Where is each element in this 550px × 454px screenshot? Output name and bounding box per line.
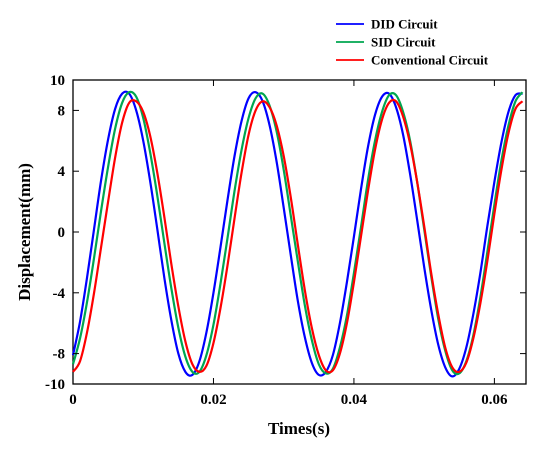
legend-entry: DID Circuit bbox=[371, 17, 438, 32]
x-axis-title: Times(s) bbox=[268, 419, 330, 438]
legend-entry: Conventional Circuit bbox=[371, 53, 489, 68]
y-tick-label: -4 bbox=[53, 286, 66, 302]
series-line bbox=[72, 98, 524, 374]
y-tick-label: -10 bbox=[45, 377, 65, 393]
y-tick-label: 8 bbox=[58, 103, 66, 119]
x-tick-label: 0.02 bbox=[200, 392, 226, 408]
y-tick-label: 0 bbox=[58, 225, 66, 241]
y-tick-label: 4 bbox=[58, 164, 66, 180]
y-tick-label: -8 bbox=[53, 347, 66, 363]
ticks-layer: 0 0.02 0.04 0.06 -10 -8 -4 0 4 8 10 bbox=[45, 73, 526, 408]
series-line bbox=[71, 90, 523, 378]
x-tick-label: 0.04 bbox=[341, 392, 368, 408]
x-tick-label: 0 bbox=[69, 392, 77, 408]
x-tick-label: 0.06 bbox=[481, 392, 508, 408]
legend-entry: SID Circuit bbox=[371, 35, 436, 50]
y-tick-label: 10 bbox=[50, 73, 65, 89]
y-axis-title: Displacement(mm) bbox=[15, 163, 34, 301]
series-layer bbox=[71, 90, 524, 378]
legend: DID Circuit SID Circuit Conventional Circu… bbox=[336, 17, 489, 68]
